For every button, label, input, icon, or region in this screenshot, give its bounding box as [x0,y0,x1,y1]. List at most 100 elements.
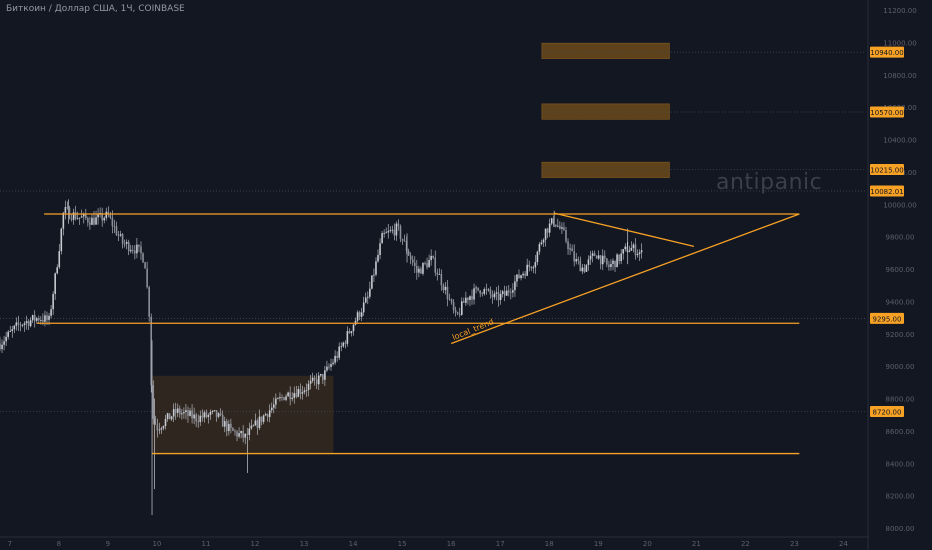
candle-body [268,410,271,418]
candle-body [35,318,38,321]
candle-body [101,212,103,221]
price-tick-label: 10000.00 [883,201,916,209]
candle-body [179,408,181,415]
candle-body [9,330,12,332]
candle-body [534,262,537,268]
candle-body [38,318,40,321]
candle-body [66,207,69,208]
price-tick-label: 9400.00 [886,298,915,306]
candle-body [416,266,418,273]
candle-body [78,217,81,219]
price-tick-label: 8800.00 [886,396,915,404]
candle-body [19,324,22,326]
candle-body [7,331,9,337]
candle-body [275,398,277,405]
candle-body [207,414,210,417]
candle-body [211,410,214,412]
candle-body [463,301,465,303]
candle-body [599,255,602,265]
candle-body [25,321,28,324]
trend-line-2[interactable] [553,212,695,247]
time-tick-label: 10 [152,540,161,548]
candle-body [48,315,50,320]
candle-body [221,415,224,427]
candle-body [411,259,414,263]
candle-body [201,415,204,418]
candle-body [520,275,522,279]
candle-body [616,254,618,268]
candle-body [82,213,85,217]
candle-body [514,281,516,291]
candle-body [15,322,18,326]
candle-body [197,421,200,423]
trend-line-1[interactable] [450,213,800,345]
candle-body [91,217,93,225]
candle-body [405,241,408,251]
candle-body [244,433,246,438]
candle-body [469,296,471,301]
resistance-zone-2 [541,103,670,120]
time-tick-label: 24 [839,540,848,548]
candle-body [281,397,283,398]
price-tick-label: 8600.00 [886,428,915,436]
candle-body [554,224,557,227]
candle-body [393,229,396,236]
candle-body [89,222,91,225]
watermark: antipanic [716,170,823,195]
candle-body [285,396,287,400]
time-tick-label: 7 [8,540,12,548]
drawings-layer[interactable] [36,212,800,455]
candle-body [260,416,263,422]
candle-body [583,267,586,272]
candle-body [64,207,67,213]
level-badge-text: 10940.00 [870,49,903,57]
candle-body [291,397,293,400]
candle-body [377,255,379,262]
candle-body [369,288,371,297]
candle-body [236,431,238,437]
candle-body [240,430,242,434]
candle-body [479,290,481,294]
candle-body [72,212,75,220]
candle-body [150,316,153,386]
candle-body [279,397,281,399]
candle-body [612,260,614,264]
price-tick-label: 9000.00 [886,363,915,371]
candle-body [193,414,195,419]
candle-body [33,315,36,321]
candle-body [95,217,97,225]
candle-body [601,255,604,265]
candle-body [40,319,42,321]
candle-body [420,268,422,274]
candle-body [628,250,631,252]
level-badge-text: 9295.00 [873,315,902,323]
candle-body [109,214,112,218]
candle-body [311,377,314,381]
candle-body [505,290,508,296]
candle-body [344,342,347,344]
candle-body [293,393,296,398]
candle-body [273,404,275,408]
candle-body [507,290,510,293]
candle-body [428,260,430,268]
time-axis[interactable]: 7 8 9 10 11 12 13 14 15 16 17 18 19 20 21 22 23 24 [0,536,868,548]
candle-body [213,410,216,411]
candle-body [387,231,390,233]
level-badge-text: 10215.00 [870,166,903,174]
candle-body [185,410,187,413]
candle-body [13,325,16,330]
candle-body [383,233,385,234]
candle-body [418,268,420,273]
candle-body [270,407,273,411]
candle-body [491,294,494,298]
candle-body [80,216,83,218]
candle-body [626,246,629,252]
candle-body [542,239,545,243]
candle-body [248,428,251,435]
candle-body [176,408,179,413]
candle-body [552,218,555,225]
candle-body [640,250,643,253]
candles-layer [0,199,643,516]
candle-body [571,248,573,252]
